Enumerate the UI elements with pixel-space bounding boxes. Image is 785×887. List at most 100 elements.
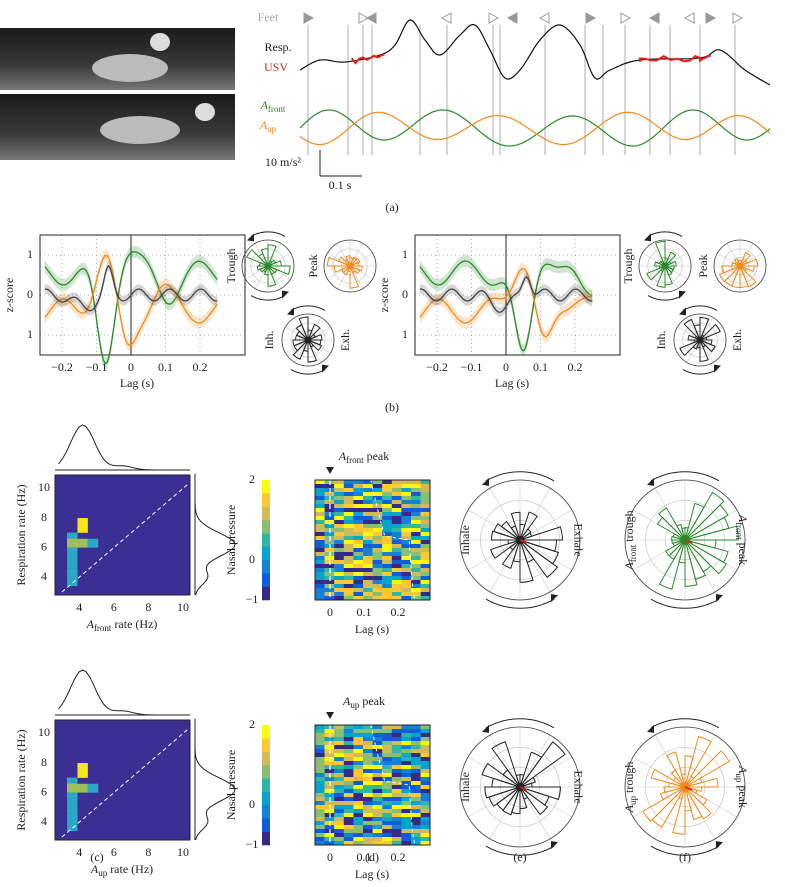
colorbar — [262, 506, 270, 521]
plot-frame — [39, 234, 246, 356]
raster-cell — [363, 769, 373, 774]
raster-cell — [363, 580, 373, 585]
raster-cell — [391, 520, 402, 525]
rose-wedge — [490, 539, 521, 559]
heatmap-bg — [55, 720, 190, 840]
colorbar-tick: 0 — [249, 552, 255, 566]
raster-cell — [343, 817, 354, 822]
polar-outline — [281, 313, 335, 367]
colorbar-tick: −1 — [246, 837, 259, 851]
raster-cell — [353, 765, 364, 770]
raster-cell — [315, 512, 325, 517]
raster-cell — [401, 536, 412, 541]
polar-spoke — [519, 786, 551, 840]
scale-label: 10 m/s² — [265, 155, 301, 169]
rose-wedge — [664, 251, 677, 267]
foot-marker — [440, 12, 452, 24]
raster-cell — [343, 492, 354, 497]
polar-spoke — [489, 487, 521, 541]
rose-wedge — [267, 244, 277, 267]
raster-cell — [353, 753, 364, 758]
raster-cell — [401, 556, 412, 561]
raster-cell — [363, 584, 373, 589]
colorbar — [262, 533, 270, 547]
colorbar-tick: −1 — [246, 592, 259, 606]
raster-cell — [315, 488, 325, 493]
x-tick-label: 0.2 — [193, 360, 208, 374]
mean-trace — [419, 260, 593, 352]
raster-cell — [334, 532, 344, 537]
raster-cell — [401, 584, 412, 589]
label-part: A — [259, 118, 268, 132]
label-part: rate (Hz) — [107, 862, 153, 876]
raster-title: Aup peak — [342, 694, 385, 710]
raster-cell — [343, 528, 354, 533]
raster-cell — [315, 785, 325, 790]
raster-cell — [372, 781, 383, 786]
rose-wedge — [679, 339, 701, 357]
raster-cell — [391, 496, 402, 501]
raster-cell — [411, 496, 421, 501]
raster-cell — [315, 781, 325, 786]
raster-cell — [315, 733, 325, 738]
raster-cell — [411, 556, 421, 561]
raster-cell — [382, 552, 392, 557]
raster-cell — [382, 749, 392, 754]
colorbar — [262, 765, 270, 779]
rose-wedge — [654, 261, 666, 267]
rose-wedge — [345, 255, 351, 267]
raster-cell — [420, 536, 431, 541]
raster-cell — [391, 528, 402, 533]
raster-cell — [363, 733, 373, 738]
rose-wedge — [684, 539, 698, 587]
x-tick-label: 0 — [327, 850, 333, 864]
raster-cell — [382, 757, 392, 762]
rose-wedge — [684, 504, 729, 541]
direction-arrow — [485, 471, 555, 482]
raster-cell — [411, 580, 421, 585]
raster-cell — [363, 729, 373, 734]
y-tick-label: 8 — [41, 510, 47, 524]
raster-cell — [401, 757, 412, 762]
y-tick-label: 1 — [402, 327, 408, 341]
raster-cell — [363, 488, 373, 493]
raster-cell — [420, 508, 431, 513]
raster-cell — [372, 805, 383, 810]
raster-cell — [411, 560, 421, 565]
x-tick-label: 8 — [145, 845, 151, 859]
raster-cell — [334, 785, 344, 790]
polar-spoke — [349, 265, 373, 280]
raster-cell — [324, 753, 335, 758]
raster-cell — [420, 789, 431, 794]
raster-cell — [343, 584, 354, 589]
raster-cell — [315, 761, 325, 766]
raster-cell — [363, 821, 373, 826]
raster-cell — [372, 829, 383, 834]
raster-cell — [353, 769, 364, 774]
polar-spoke — [489, 734, 521, 788]
raster-cell — [391, 572, 402, 577]
raster-cell — [315, 556, 325, 561]
colorbar — [262, 480, 270, 494]
rat — [100, 116, 180, 144]
raster-cell — [353, 544, 364, 549]
rose-wedge — [267, 265, 277, 287]
raster-cell — [334, 564, 344, 569]
raster-cell — [334, 793, 344, 798]
raster-cell — [343, 508, 354, 513]
raster-cell — [363, 817, 373, 822]
raster-cell — [315, 837, 325, 842]
raster-cell — [363, 813, 373, 818]
x-tick-label: 0 — [128, 360, 134, 374]
raster-cell — [401, 753, 412, 758]
raster-cell — [343, 484, 354, 489]
rose-wedge — [246, 249, 269, 267]
mean-vector — [519, 539, 528, 544]
polar-outline — [624, 479, 746, 601]
raster-cell — [420, 532, 431, 537]
raster-cell — [391, 773, 402, 778]
polar-spoke — [336, 243, 351, 267]
raster-cell — [411, 480, 421, 485]
raster-cell — [401, 813, 412, 818]
